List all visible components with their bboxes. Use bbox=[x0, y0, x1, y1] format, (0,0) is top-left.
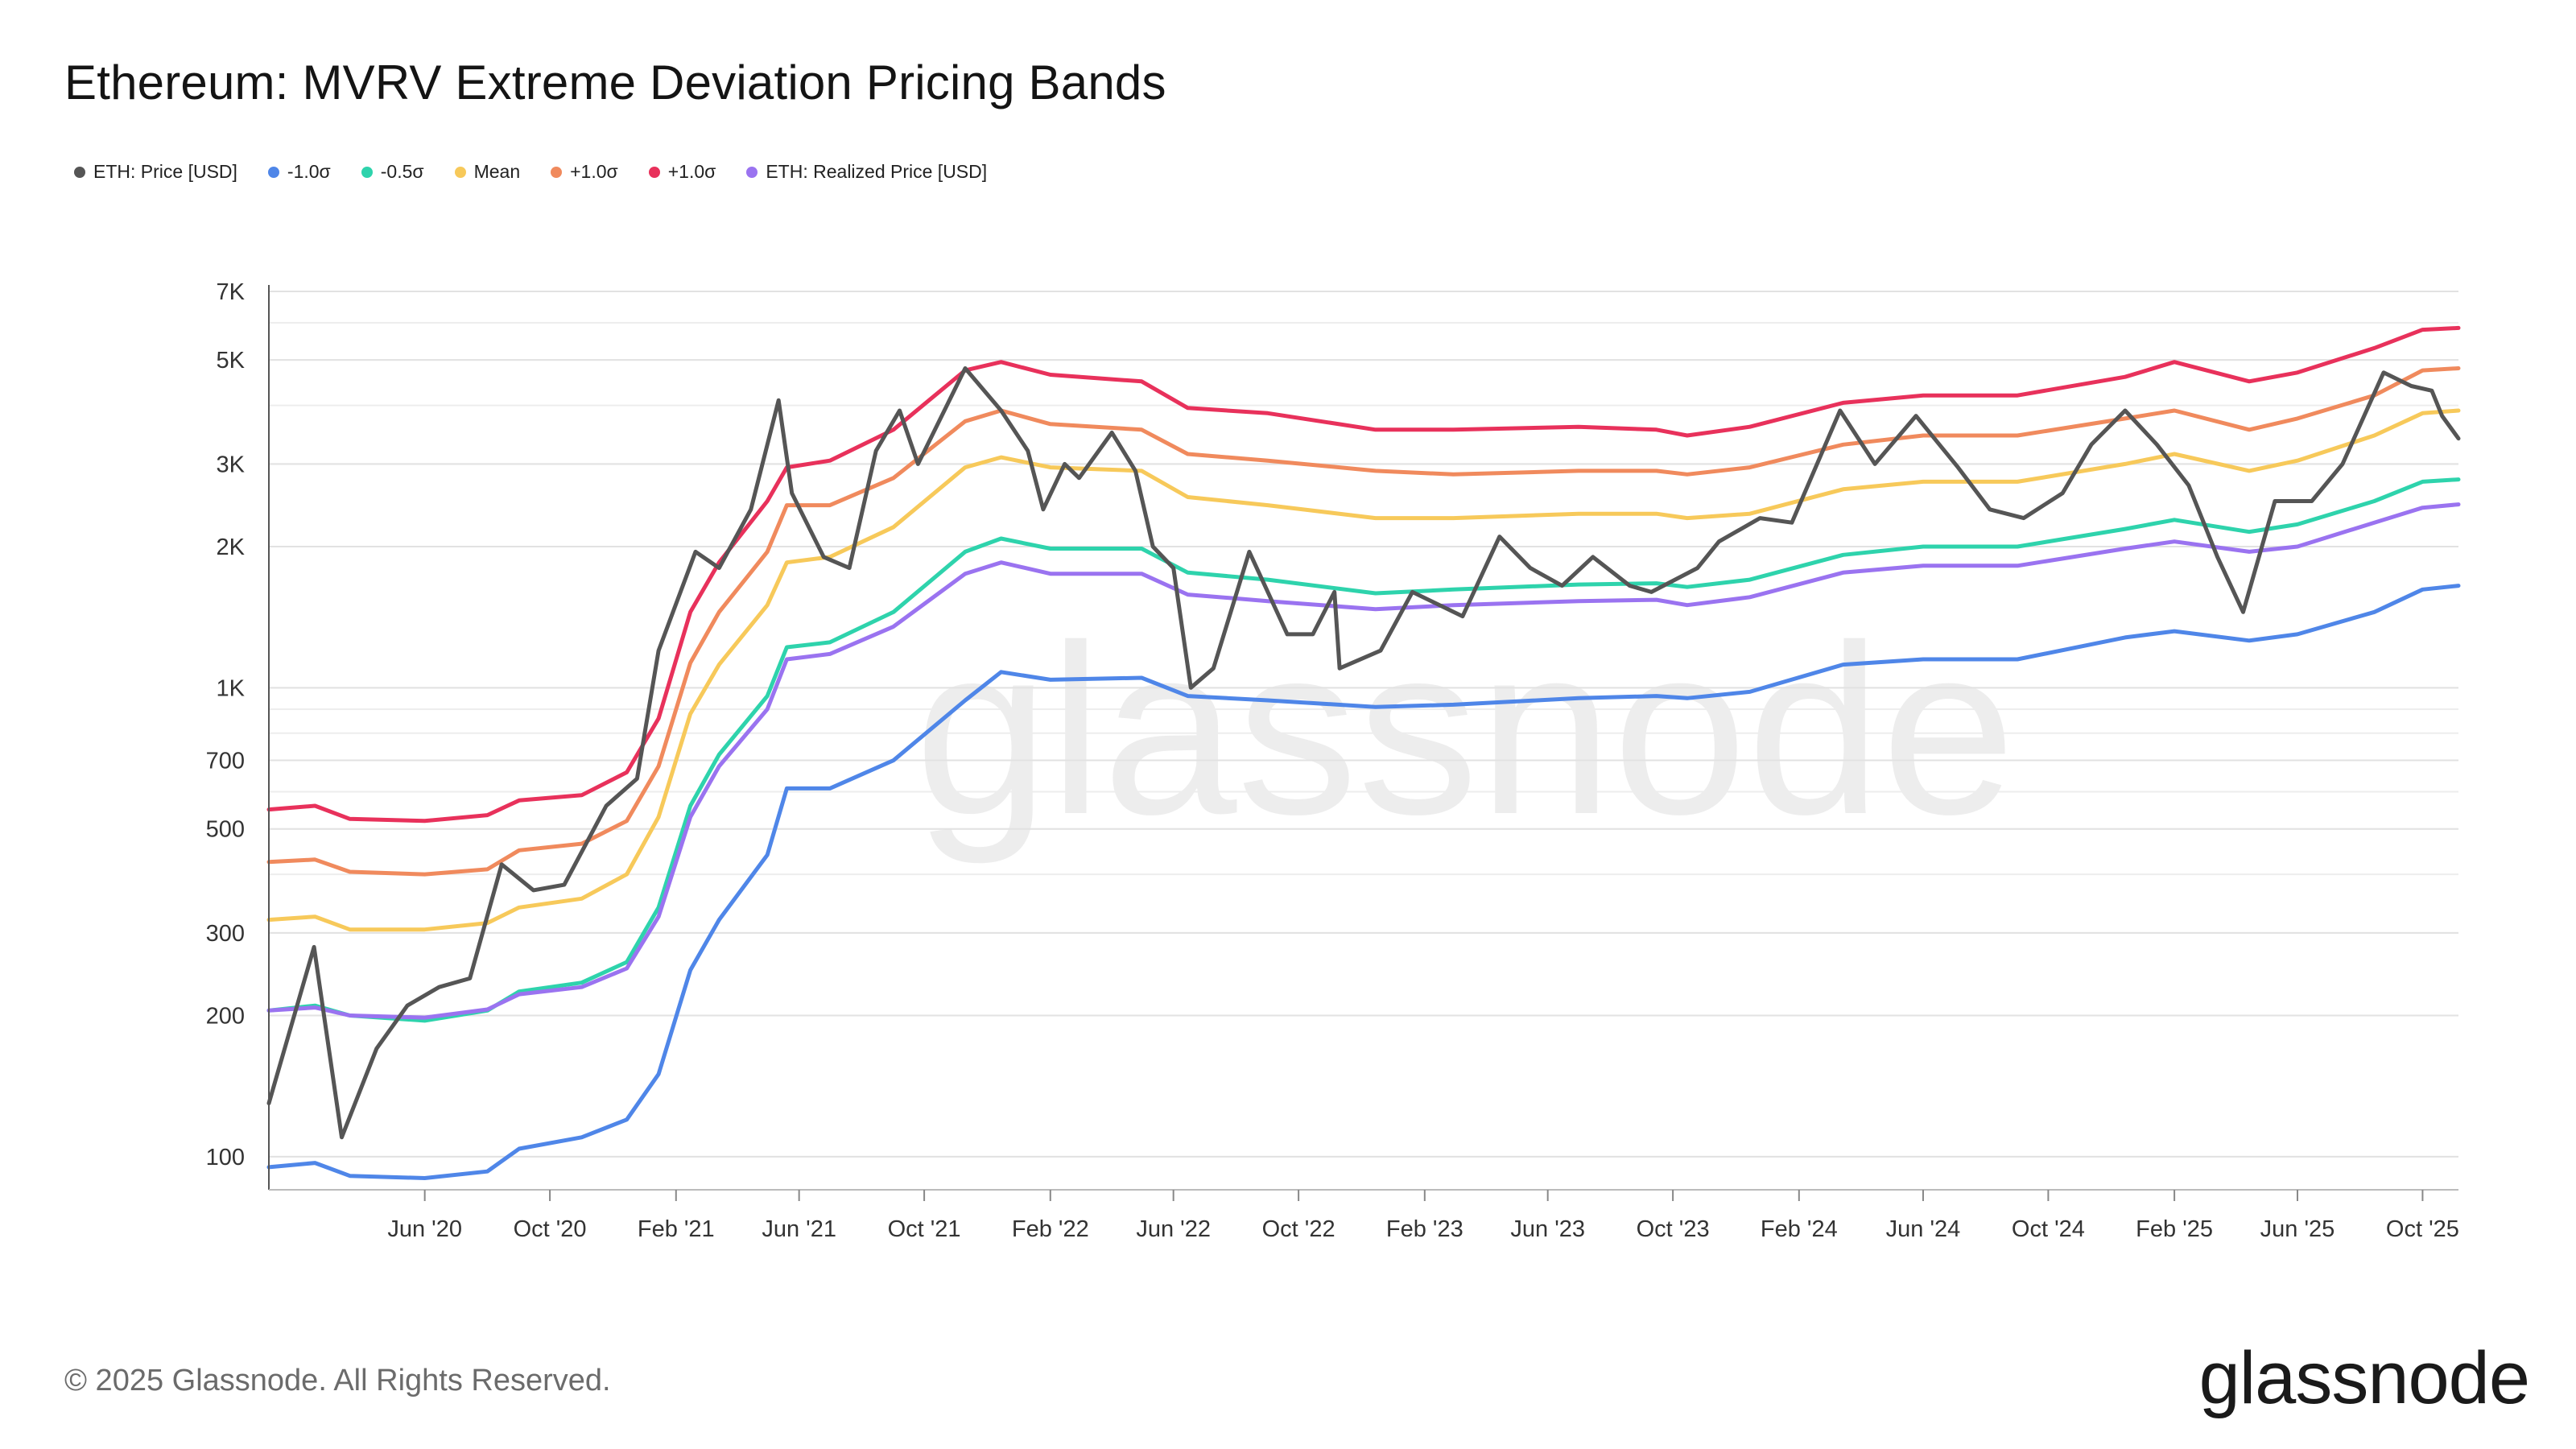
y-tick-label: 5K bbox=[217, 348, 246, 374]
x-tick-label: Jun '20 bbox=[387, 1216, 462, 1242]
legend-marker-icon bbox=[648, 166, 660, 178]
series-line-6 bbox=[266, 366, 2461, 1140]
legend-item[interactable]: -1.0σ bbox=[267, 161, 331, 183]
y-tick-label: 100 bbox=[206, 1145, 245, 1170]
legend-label: Mean bbox=[473, 161, 521, 182]
legend-item[interactable]: ETH: Realized Price [USD] bbox=[746, 161, 987, 183]
page-title: Ethereum: MVRV Extreme Deviation Pricing… bbox=[64, 56, 1166, 109]
x-tick-label: Jun '25 bbox=[2260, 1216, 2335, 1242]
chart-legend: ETH: Price [USD] -1.0σ -0.5σ Mean +1.0σ +1.0σ… bbox=[74, 161, 987, 183]
y-tick-label: 500 bbox=[206, 817, 245, 843]
legend-label: -1.0σ bbox=[287, 161, 331, 182]
y-tick-label: 1K bbox=[217, 675, 246, 701]
legend-item[interactable]: Mean bbox=[454, 161, 521, 183]
x-tick-label: Jun '22 bbox=[1136, 1216, 1211, 1242]
x-tick-label: Feb '21 bbox=[638, 1216, 715, 1242]
legend-marker-icon bbox=[361, 166, 373, 178]
x-tick-label: Jun '23 bbox=[1510, 1216, 1585, 1242]
legend-label: ETH: Realized Price [USD] bbox=[766, 161, 988, 182]
glassnode-logo: glassnode bbox=[2198, 1337, 2530, 1419]
legend-marker-icon bbox=[74, 166, 85, 178]
x-tick-label: Oct '24 bbox=[2012, 1216, 2085, 1242]
y-tick-label: 3K bbox=[217, 452, 246, 477]
series-line-5 bbox=[266, 584, 2461, 1180]
x-tick-label: Feb '22 bbox=[1012, 1216, 1089, 1242]
y-tick-label: 200 bbox=[206, 1004, 245, 1030]
x-tick-label: Oct '21 bbox=[888, 1216, 961, 1242]
x-tick-label: Oct '25 bbox=[2386, 1216, 2459, 1242]
watermark: glassnode bbox=[914, 594, 2016, 866]
legend-item[interactable]: +1.0σ bbox=[551, 161, 618, 183]
y-tick-label: 2K bbox=[217, 535, 246, 560]
copyright-footer: © 2025 Glassnode. All Rights Reserved. bbox=[64, 1364, 611, 1397]
series-line-0 bbox=[266, 325, 2461, 824]
x-tick-label: Oct '22 bbox=[1262, 1216, 1335, 1242]
legend-label: ETH: Price [USD] bbox=[93, 161, 237, 182]
x-tick-label: Feb '24 bbox=[1761, 1216, 1838, 1242]
x-tick-label: Oct '23 bbox=[1637, 1216, 1710, 1242]
y-tick-label: 300 bbox=[206, 921, 245, 947]
legend-marker-icon bbox=[454, 166, 466, 178]
x-tick-label: Oct '20 bbox=[514, 1216, 587, 1242]
legend-label: -0.5σ bbox=[380, 161, 424, 182]
legend-marker-icon bbox=[551, 166, 563, 178]
x-tick-label: Feb '23 bbox=[1386, 1216, 1463, 1242]
series-line-3 bbox=[266, 477, 2461, 1023]
legend-item[interactable]: +1.0σ bbox=[648, 161, 716, 183]
y-tick-label: 700 bbox=[206, 749, 245, 774]
x-tick-label: Jun '21 bbox=[762, 1216, 836, 1242]
series-line-2 bbox=[266, 408, 2461, 932]
legend-marker-icon bbox=[267, 166, 279, 178]
legend-label: +1.0σ bbox=[570, 161, 618, 182]
x-tick-label: Feb '25 bbox=[2136, 1216, 2213, 1242]
series-line-4 bbox=[266, 502, 2461, 1020]
legend-item[interactable]: -0.5σ bbox=[361, 161, 424, 183]
legend-marker-icon bbox=[746, 166, 758, 178]
legend-item[interactable]: ETH: Price [USD] bbox=[74, 161, 237, 183]
legend-label: +1.0σ bbox=[667, 161, 716, 182]
series-line-1 bbox=[266, 366, 2461, 877]
x-tick-label: Jun '24 bbox=[1886, 1216, 1961, 1242]
y-tick-label: 7K bbox=[217, 279, 246, 305]
